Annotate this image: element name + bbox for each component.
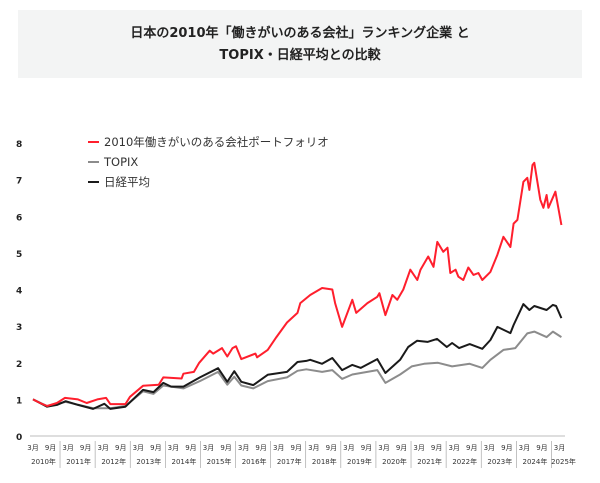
x-tick-month: 9月 — [150, 444, 161, 452]
legend-swatch — [88, 161, 99, 163]
legend-swatch — [88, 141, 99, 143]
x-tick-month: 9月 — [80, 444, 91, 452]
legend-label: TOPIX — [104, 155, 139, 169]
x-tick-year: 2010年 — [31, 457, 56, 466]
legend-item-portfolio: 2010年働きがいのある会社ポートフォリオ — [88, 132, 329, 152]
y-tick-label: 5 — [16, 250, 22, 260]
x-tick-month: 9月 — [220, 444, 231, 452]
x-tick-month: 3月 — [378, 444, 389, 452]
x-tick-year: 2012年 — [101, 457, 126, 466]
x-tick-year: 2018年 — [312, 457, 337, 466]
y-tick-label: 4 — [16, 287, 22, 297]
x-tick-month: 9月 — [396, 444, 407, 452]
series-line-portfolio — [32, 161, 563, 407]
legend: 2010年働きがいのある会社ポートフォリオ TOPIX 日経平均 — [88, 132, 329, 192]
y-tick-label: 8 — [16, 140, 22, 150]
x-tick-year: 2024年 — [523, 457, 548, 466]
x-tick-month: 3月 — [448, 444, 459, 452]
x-tick-month: 9月 — [45, 444, 56, 452]
x-tick-month: 9月 — [361, 444, 372, 452]
x-tick-year: 2015年 — [207, 457, 232, 466]
chart-title-box: 日本の2010年「働きがいのある会社」ランキング企業 と TOPIX・日経平均と… — [18, 10, 582, 78]
x-tick-month: 9月 — [291, 444, 302, 452]
y-tick-label: 0 — [16, 433, 22, 443]
chart-title-line-1: 日本の2010年「働きがいのある会社」ランキング企業 と — [130, 26, 470, 41]
x-tick-year: 2023年 — [487, 457, 512, 466]
series-line-topix — [32, 330, 562, 410]
legend-item-topix: TOPIX — [88, 152, 329, 172]
x-tick-month: 3月 — [484, 444, 495, 452]
x-tick-month: 3月 — [62, 444, 73, 452]
x-tick-month: 3月 — [238, 444, 249, 452]
x-tick-month: 9月 — [501, 444, 512, 452]
x-tick-month: 3月 — [554, 444, 565, 452]
x-tick-month: 9月 — [466, 444, 477, 452]
x-tick-month: 3月 — [27, 444, 38, 452]
x-tick-month: 3月 — [519, 444, 530, 452]
x-tick-month: 3月 — [308, 444, 319, 452]
x-tick-month: 3月 — [133, 444, 144, 452]
y-tick-label: 7 — [16, 177, 22, 187]
x-tick-year: 2016年 — [242, 457, 267, 466]
x-tick-month: 3月 — [168, 444, 179, 452]
legend-label: 日経平均 — [104, 175, 150, 189]
x-tick-year: 2020年 — [382, 457, 407, 466]
x-tick-month: 9月 — [115, 444, 126, 452]
y-tick-label: 2 — [16, 360, 22, 370]
x-tick-year: 2017年 — [277, 457, 302, 466]
legend-swatch — [88, 181, 99, 183]
y-tick-label: 6 — [16, 213, 22, 223]
x-tick-month: 9月 — [431, 444, 442, 452]
x-tick-month: 9月 — [185, 444, 196, 452]
x-tick-month: 9月 — [326, 444, 337, 452]
legend-item-nikkei: 日経平均 — [88, 172, 329, 192]
x-tick-year: 2022年 — [452, 457, 477, 466]
x-tick-year: 2019年 — [347, 457, 372, 466]
y-tick-label: 3 — [16, 323, 22, 333]
x-tick-month: 9月 — [255, 444, 266, 452]
x-tick-month: 9月 — [536, 444, 547, 452]
x-tick-year: 2025年 — [551, 457, 576, 466]
y-tick-label: 1 — [16, 396, 22, 406]
x-tick-year: 2013年 — [136, 457, 161, 466]
legend-label: 2010年働きがいのある会社ポートフォリオ — [104, 135, 329, 149]
x-tick-year: 2021年 — [417, 457, 442, 466]
x-tick-month: 3月 — [203, 444, 214, 452]
x-tick-year: 2014年 — [172, 457, 197, 466]
x-tick-year: 2011年 — [66, 457, 91, 466]
x-tick-month: 3月 — [273, 444, 284, 452]
series-line-nikkei — [32, 303, 563, 410]
chart-title-line-2: TOPIX・日経平均との比較 — [219, 48, 381, 63]
x-tick-month: 3月 — [413, 444, 424, 452]
x-tick-month: 3月 — [97, 444, 108, 452]
x-tick-month: 3月 — [343, 444, 354, 452]
